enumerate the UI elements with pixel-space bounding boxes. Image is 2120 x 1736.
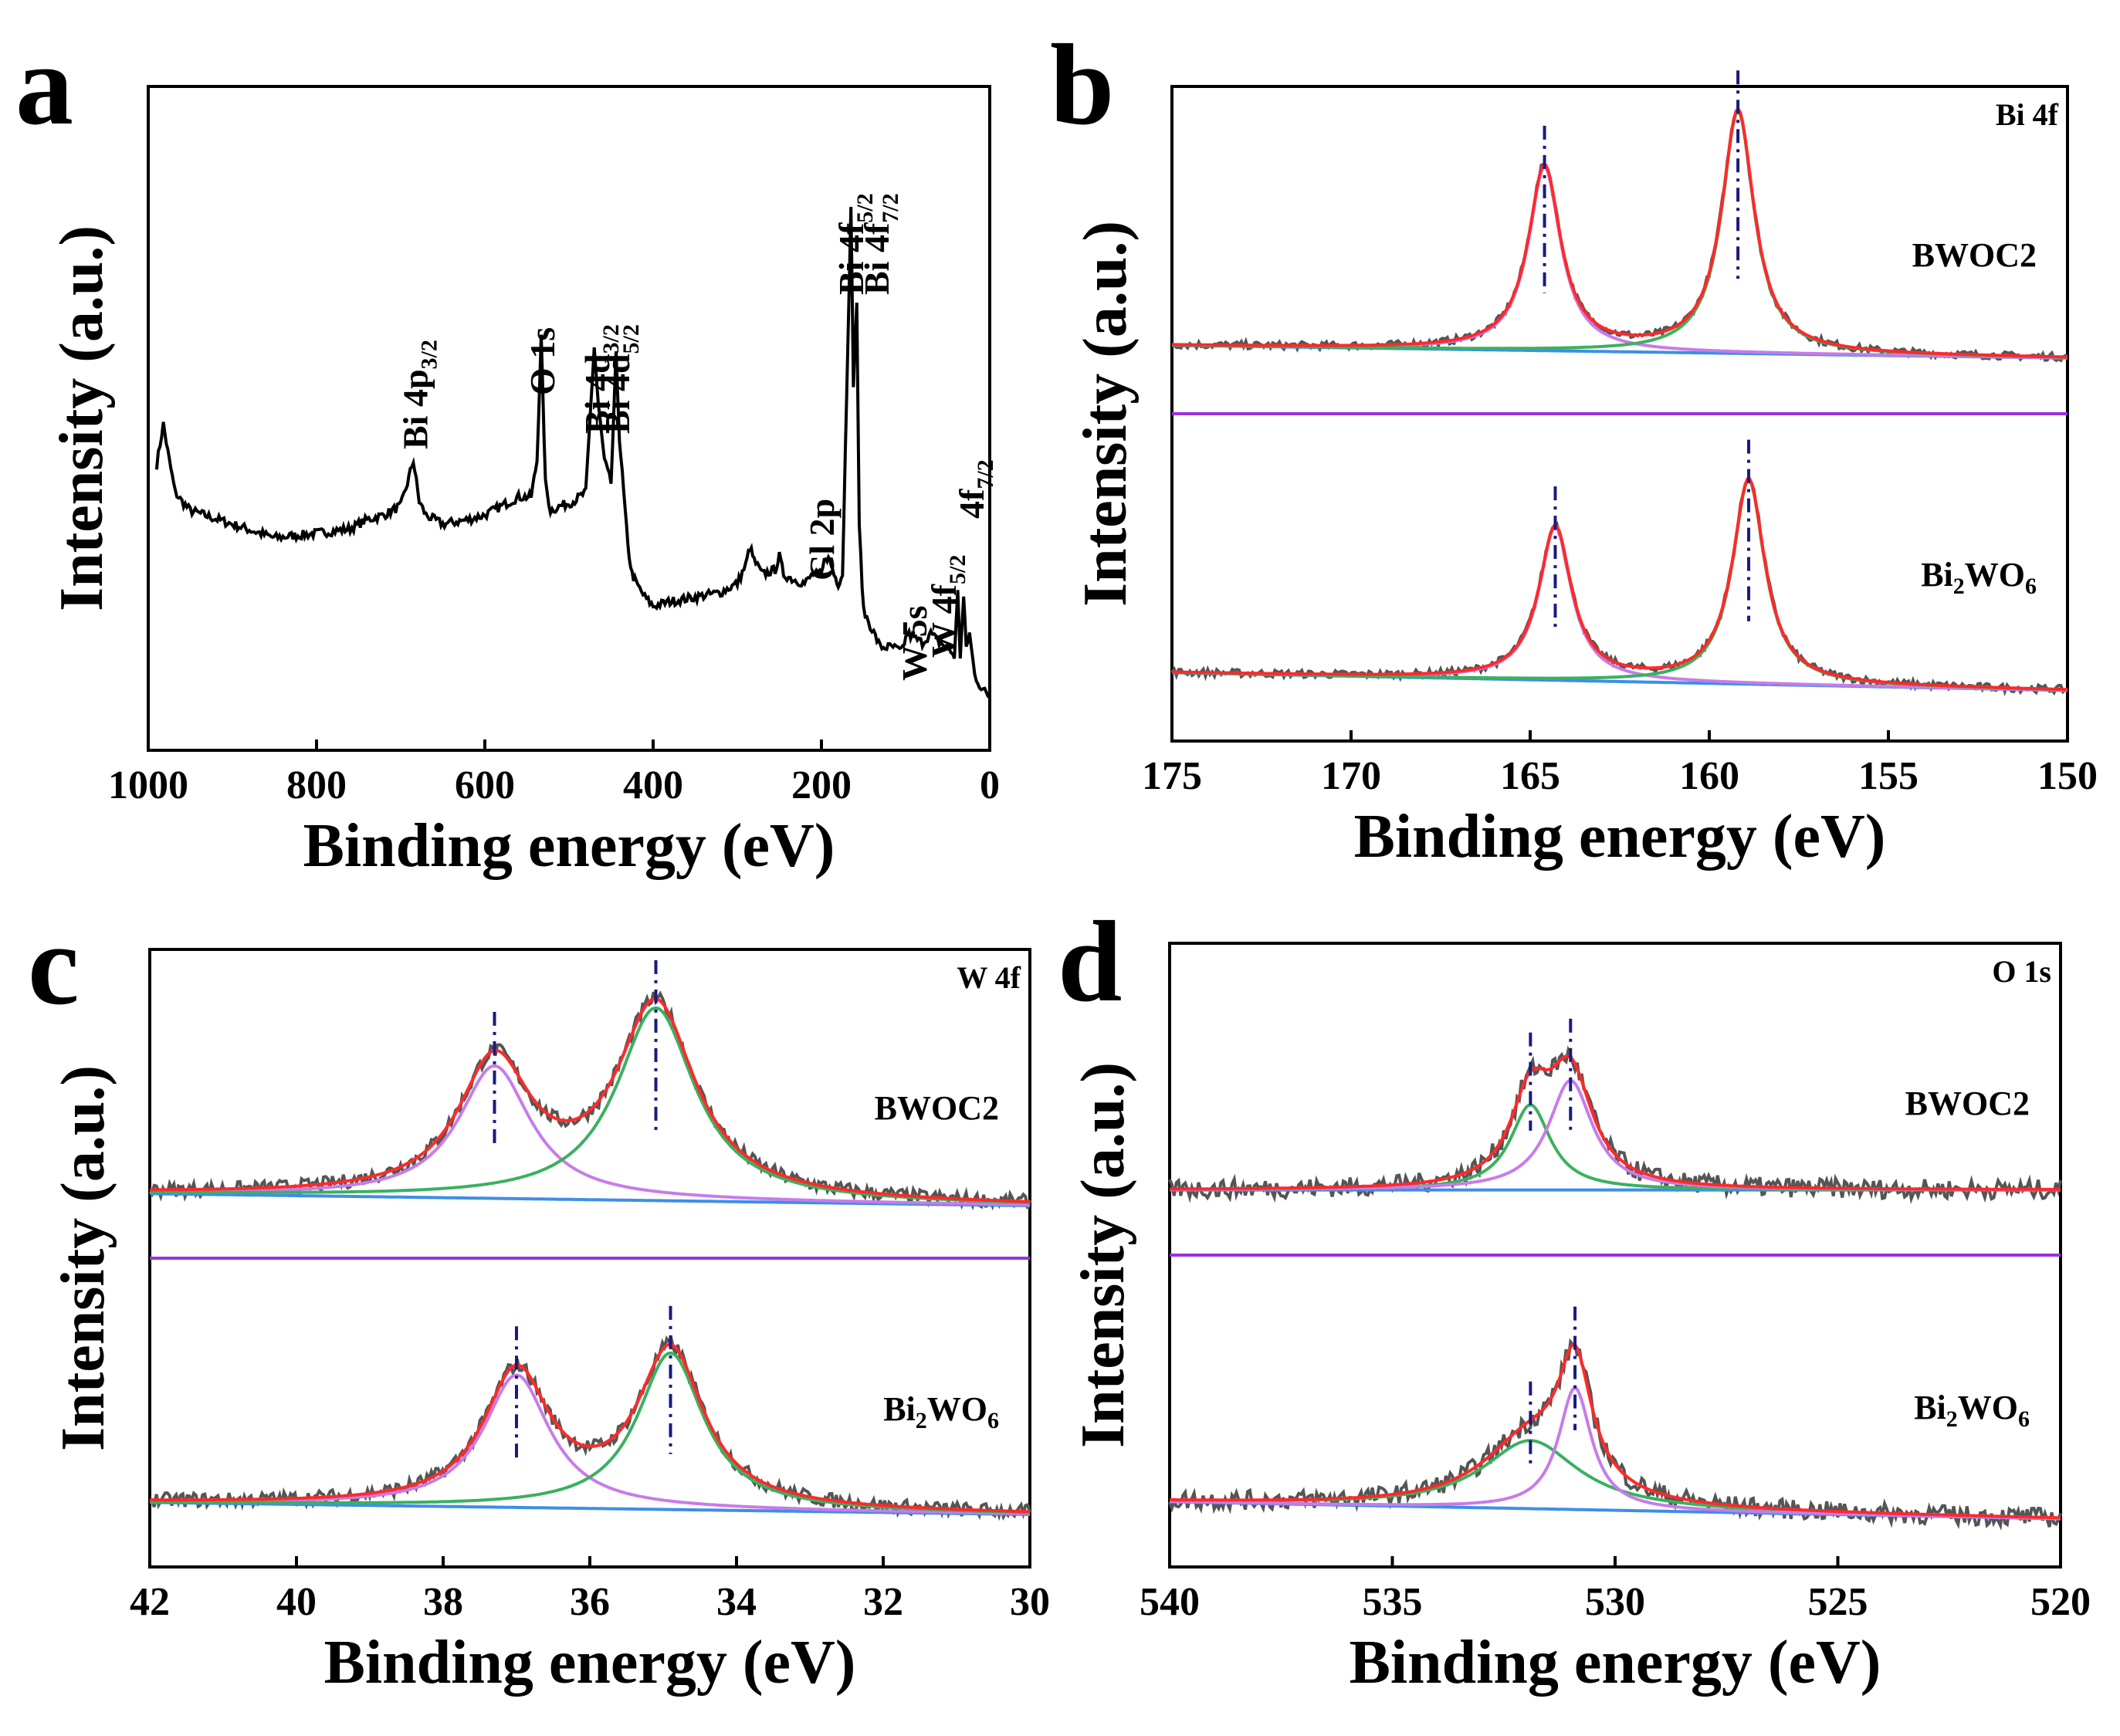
- x-tick-label: 535: [1363, 1580, 1423, 1624]
- sample-label: Bi2WO6: [1914, 1389, 2030, 1432]
- x-tick-label: 165: [1500, 754, 1560, 798]
- x-tick-label: 30: [1010, 1580, 1050, 1624]
- peak-label: W 4f5/2: [924, 555, 970, 658]
- x-tick-label: 36: [570, 1580, 610, 1624]
- baseline-line-Bi2WO6: [150, 1501, 1030, 1516]
- peak-label: Bi 4f5/2: [831, 193, 878, 295]
- peak-label: 4f7/2: [952, 459, 998, 519]
- envelope-line-BWOC2: [149, 997, 1031, 1203]
- y-axis-title: Intensity (a.u.): [1069, 1062, 1137, 1448]
- panel-c: c 42 40 38 36 34 32 30 Binding energy (eV) Intens…: [28, 901, 1050, 1697]
- x-tick-label: 540: [1140, 1580, 1200, 1624]
- peak-label: Bi 4p3/2: [396, 340, 442, 449]
- panel-d: d 540 535 530 525 520 Binding energy (eV) Inten…: [1058, 898, 2091, 1697]
- raw-data-line-BWOC2: [1168, 1045, 2062, 1205]
- x-tick-label: 155: [1858, 754, 1918, 798]
- baseline-line-BWOC2: [150, 1192, 1030, 1207]
- component-peak-1-Bi2WO6: [150, 1351, 1031, 1514]
- peak-label: Bi 4f7/2: [857, 193, 903, 295]
- envelope-line-BWOC2: [1170, 1054, 2061, 1191]
- region-label: W 4f: [957, 960, 1021, 995]
- x-tick-label: 34: [716, 1580, 757, 1624]
- component-peak-1-BWOC2: [150, 1006, 1031, 1204]
- x-tick-label: 42: [130, 1580, 170, 1624]
- x-tick-label: 40: [276, 1580, 317, 1624]
- region-label: O 1s: [1992, 954, 2051, 989]
- x-axis-title: Binding energy (eV): [1350, 1629, 1881, 1697]
- panel-letter-a: a: [15, 21, 73, 149]
- x-tick-label: 520: [2030, 1580, 2091, 1624]
- x-axis-title: Binding energy (eV): [303, 812, 835, 880]
- envelope-line-Bi2WO6: [1172, 477, 2068, 692]
- y-axis-title: Intensity (a.u.): [1072, 221, 1140, 607]
- panel-letter-d: d: [1058, 898, 1122, 1026]
- x-tick-label: 400: [623, 763, 683, 807]
- peak-label: Bi 4d5/2: [598, 324, 644, 434]
- x-axis-title: Binding energy (eV): [1354, 803, 1886, 871]
- sample-label: Bi2WO6: [1921, 556, 2037, 599]
- x-tick-label: 38: [423, 1580, 463, 1624]
- peak-label: O 1s: [523, 327, 562, 395]
- component-peak-1-BWOC2: [1172, 108, 2068, 359]
- envelope-line-BWOC2: [1171, 107, 2068, 359]
- x-tick-label: 525: [1808, 1580, 1868, 1624]
- panel-letter-b: b: [1050, 21, 1114, 149]
- panel-b: b 175 170 165 160 155 150 Binding energy (eV) In…: [1050, 21, 2098, 871]
- region-label: Bi 4f: [1996, 97, 2059, 132]
- x-tick-label: 150: [2037, 754, 2098, 798]
- panel-letter-c: c: [28, 901, 80, 1029]
- x-tick-label: 0: [980, 763, 1000, 807]
- panel-a: a 1000 800 600 400 200 0 Binding energy (eV) Int…: [15, 21, 1000, 880]
- plot-frame: [147, 85, 991, 752]
- peak-label: Cl 2p: [802, 499, 842, 580]
- x-tick-label: 200: [791, 763, 852, 807]
- x-tick-label: 175: [1142, 754, 1202, 798]
- component-peak-0-BWOC2: [149, 1064, 1030, 1206]
- survey-spectrum-line: [154, 206, 991, 699]
- x-tick-label: 160: [1679, 754, 1739, 798]
- peak-label: Bi 4d3/2: [577, 324, 624, 434]
- sample-label: BWOC2: [875, 1089, 999, 1127]
- sample-label: BWOC2: [1912, 236, 2037, 274]
- sample-label: Bi2WO6: [883, 1390, 999, 1433]
- envelope-line-Bi2WO6: [150, 1342, 1031, 1514]
- envelope-line-Bi2WO6: [1170, 1343, 2061, 1520]
- x-tick-label: 600: [455, 763, 515, 807]
- y-axis-title: Intensity (a.u.): [49, 1065, 117, 1451]
- y-axis-title: Intensity (a.u.): [48, 225, 116, 611]
- peak-label: W 5s: [895, 605, 934, 681]
- x-tick-label: 32: [863, 1580, 903, 1624]
- x-tick-label: 530: [1585, 1580, 1645, 1624]
- x-tick-label: 1000: [108, 763, 188, 807]
- x-tick-label: 800: [286, 763, 347, 807]
- component-peak-0-Bi2WO6: [1169, 1439, 2061, 1520]
- x-axis-title: Binding energy (eV): [324, 1629, 856, 1697]
- x-tick-label: 170: [1321, 754, 1381, 798]
- sample-label: BWOC2: [1905, 1085, 2030, 1122]
